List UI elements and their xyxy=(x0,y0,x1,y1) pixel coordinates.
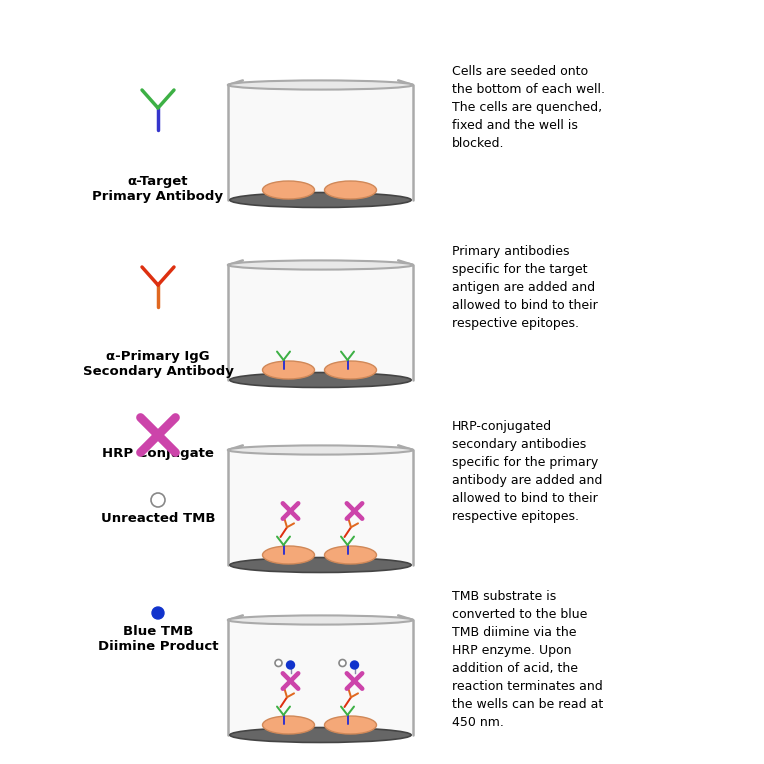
Text: α-Primary IgG: α-Primary IgG xyxy=(106,350,210,363)
Circle shape xyxy=(286,661,294,669)
Circle shape xyxy=(151,493,165,507)
Polygon shape xyxy=(229,265,412,380)
Polygon shape xyxy=(229,620,412,735)
Text: HRP Conjugate: HRP Conjugate xyxy=(102,447,214,460)
Ellipse shape xyxy=(325,361,377,379)
Ellipse shape xyxy=(325,546,377,564)
Circle shape xyxy=(339,659,346,666)
Ellipse shape xyxy=(230,193,411,208)
Text: TMB substrate is
converted to the blue
TMB diimine via the
HRP enzyme. Upon
addi: TMB substrate is converted to the blue T… xyxy=(452,590,604,729)
Circle shape xyxy=(275,659,282,666)
Ellipse shape xyxy=(230,558,411,572)
Text: α-Target: α-Target xyxy=(128,175,188,188)
Ellipse shape xyxy=(228,445,413,455)
Polygon shape xyxy=(229,450,412,565)
Text: Primary antibodies
specific for the target
antigen are added and
allowed to bind: Primary antibodies specific for the targ… xyxy=(452,245,597,330)
Text: Unreacted TMB: Unreacted TMB xyxy=(101,512,215,525)
Text: Secondary Antibody: Secondary Antibody xyxy=(83,365,234,378)
Ellipse shape xyxy=(263,716,315,734)
Text: Diimine Product: Diimine Product xyxy=(98,640,219,653)
Ellipse shape xyxy=(263,181,315,199)
Text: Cells are seeded onto
the bottom of each well.
The cells are quenched,
fixed and: Cells are seeded onto the bottom of each… xyxy=(452,65,605,150)
Polygon shape xyxy=(229,85,412,200)
Ellipse shape xyxy=(263,361,315,379)
Ellipse shape xyxy=(228,615,413,625)
Ellipse shape xyxy=(263,546,315,564)
Text: Primary Antibody: Primary Antibody xyxy=(92,190,224,203)
Ellipse shape xyxy=(228,261,413,270)
Text: HRP-conjugated
secondary antibodies
specific for the primary
antibody are added : HRP-conjugated secondary antibodies spec… xyxy=(452,420,602,523)
Ellipse shape xyxy=(325,181,377,199)
Text: Blue TMB: Blue TMB xyxy=(123,625,193,638)
Ellipse shape xyxy=(325,716,377,734)
Ellipse shape xyxy=(228,80,413,89)
Ellipse shape xyxy=(230,373,411,387)
Ellipse shape xyxy=(230,727,411,743)
Circle shape xyxy=(351,661,358,669)
Circle shape xyxy=(152,607,164,619)
